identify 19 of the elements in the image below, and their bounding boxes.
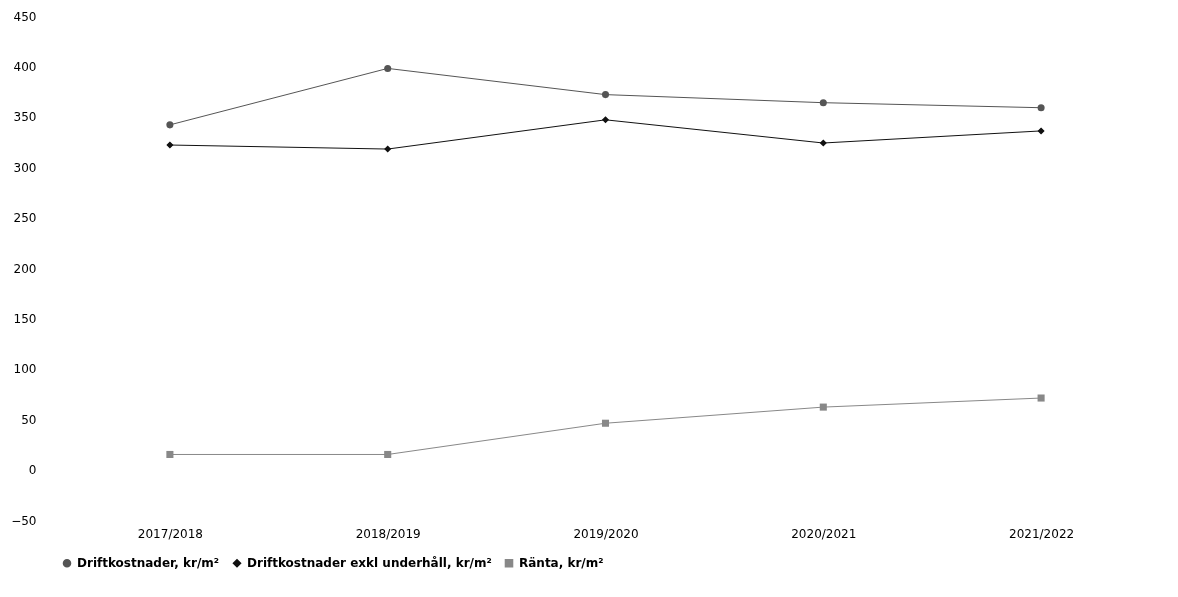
y-tick-label: 0: [28, 463, 37, 478]
x-tick-label: 2020/2021: [791, 526, 857, 541]
y-tick-label: −50: [11, 513, 37, 528]
legend-label: Driftkostnader, kr/m²: [77, 556, 220, 571]
legend-label: Driftkostnader exkl underhåll, kr/m²: [247, 556, 492, 571]
y-tick-label: 250: [13, 211, 37, 226]
x-tick-label: 2019/2020: [573, 526, 639, 541]
x-tick-label: 2018/2019: [355, 526, 421, 541]
y-tick-label: 200: [13, 261, 37, 276]
y-tick-label: 450: [13, 9, 37, 24]
x-tick-label: 2017/2018: [137, 526, 203, 541]
y-tick-label: 400: [13, 59, 37, 74]
y-tick-label: 100: [13, 362, 37, 377]
y-tick-label: 350: [13, 110, 37, 125]
y-tick-label: 300: [13, 160, 37, 175]
y-tick-label: 150: [13, 311, 37, 326]
y-tick-label: 50: [21, 412, 37, 427]
legend-label: Ränta, kr/m²: [519, 556, 604, 571]
x-tick-label: 2021/2022: [1009, 526, 1075, 541]
